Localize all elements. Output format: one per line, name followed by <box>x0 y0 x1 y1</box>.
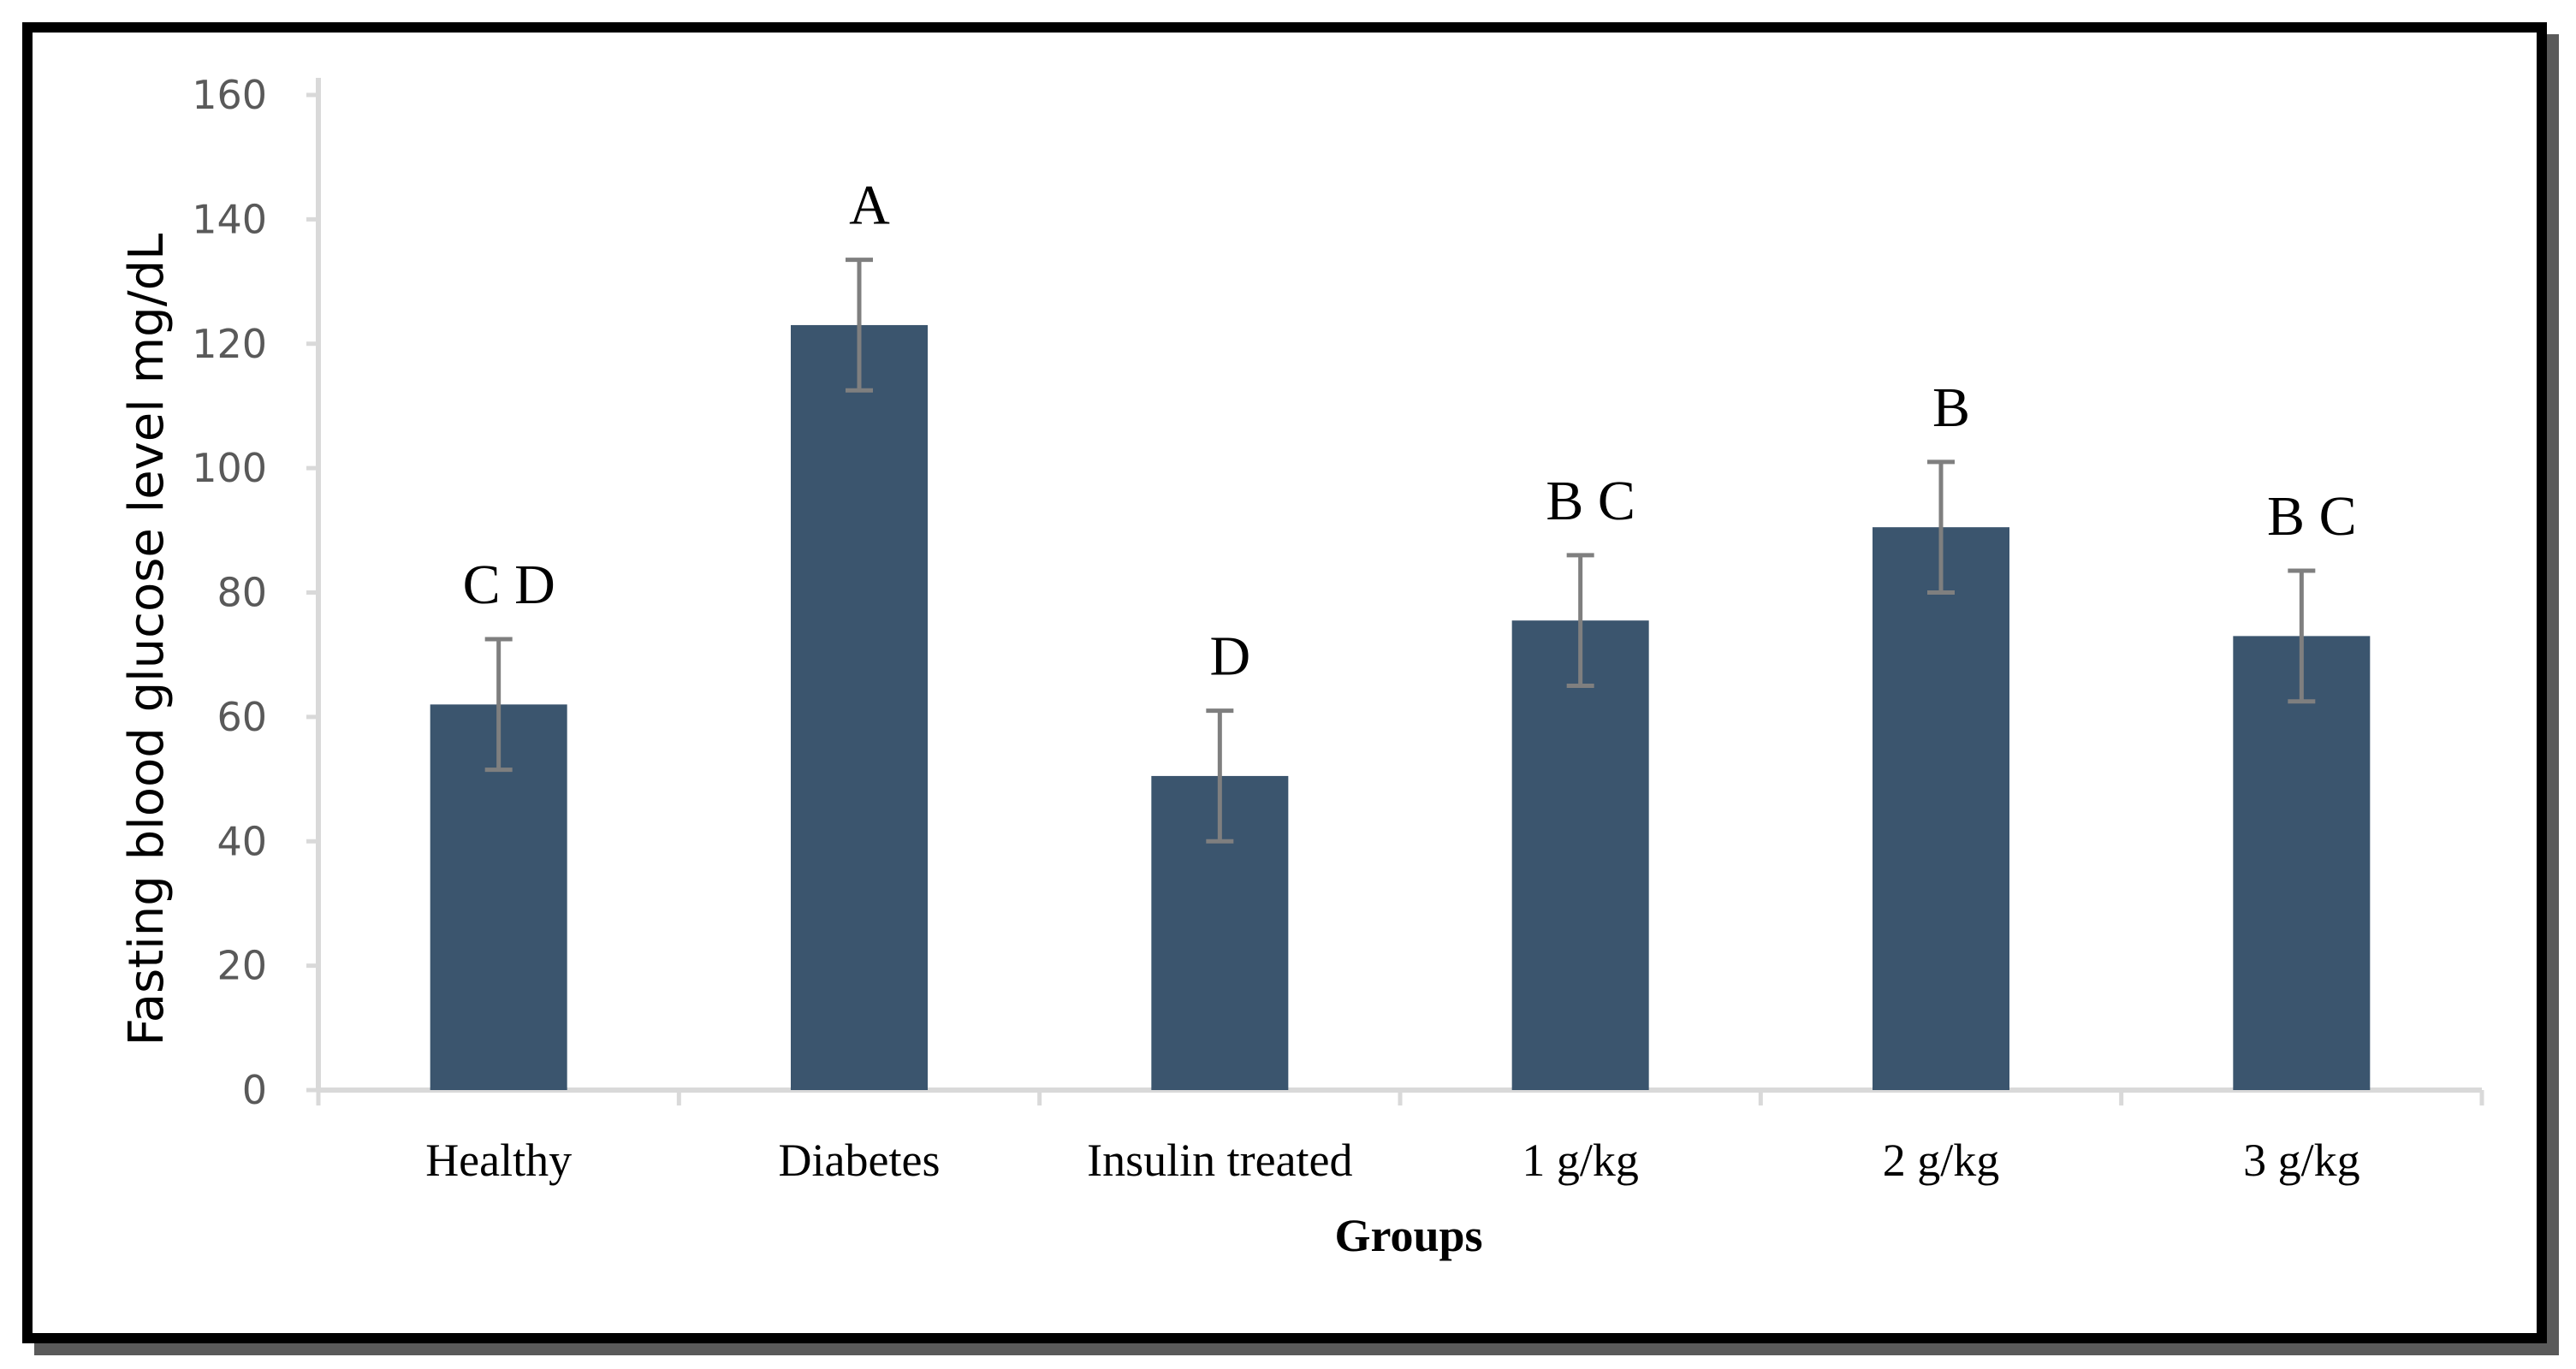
y-tick-label: 120 <box>192 321 267 367</box>
y-tick-label: 40 <box>217 818 267 864</box>
y-tick-label: 140 <box>192 196 267 242</box>
significance-letter: C D <box>463 554 555 616</box>
significance-letter: D <box>1209 625 1250 688</box>
bar <box>2233 636 2371 1090</box>
significance-letter: B C <box>2267 485 2357 548</box>
bar <box>1873 527 2009 1090</box>
y-axis-label-group: Fasting blood glucose level mg/dL <box>119 234 175 1046</box>
y-tick-label: 80 <box>217 570 267 616</box>
plot-area: 0 20 40 60 80 100 120 140 160 C D Healthy A Diabetes… <box>192 72 2484 1186</box>
x-axis-label: Groups <box>1334 1210 1482 1261</box>
x-tick-label: 2 g/kg <box>1883 1135 2000 1186</box>
x-tick-label: 1 g/kg <box>1522 1135 1639 1186</box>
bar <box>1511 620 1649 1090</box>
figure-frame <box>22 22 2547 1343</box>
y-tick-label: 60 <box>217 694 267 740</box>
x-tick-label: 3 g/kg <box>2243 1135 2360 1186</box>
bar <box>791 324 928 1091</box>
y-tick-label: 0 <box>242 1067 267 1113</box>
x-tick-label: Healthy <box>425 1135 572 1186</box>
significance-letter: B C <box>1546 470 1635 532</box>
y-tick-label: 20 <box>217 943 267 989</box>
y-tick-label: 100 <box>192 445 267 491</box>
x-tick-label: Diabetes <box>779 1135 941 1186</box>
y-axis-label: Fasting blood glucose level mg/dL <box>119 234 175 1046</box>
significance-letter: A <box>849 175 890 237</box>
y-tick-label: 160 <box>192 72 267 118</box>
significance-letter: B <box>1932 376 1970 439</box>
x-tick-label: Insulin treated <box>1087 1135 1352 1186</box>
